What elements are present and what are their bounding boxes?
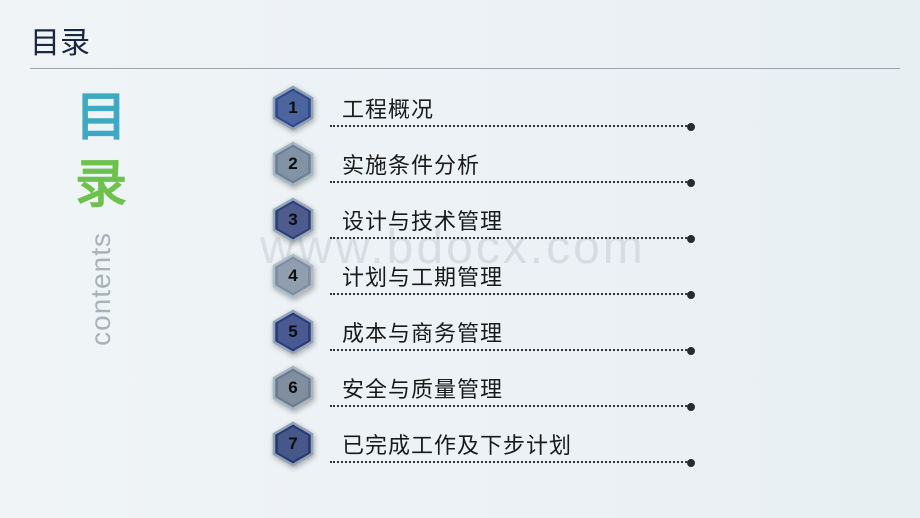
toc-item: 6 安全与质量管理 — [270, 360, 690, 416]
toc-item: 7 已完成工作及下步计划 — [270, 416, 690, 472]
toc-label: 实施条件分析 — [342, 148, 480, 180]
toc-number: 2 — [288, 154, 297, 174]
toc-item: 1 工程概况 — [270, 80, 690, 136]
toc-number: 3 — [288, 210, 297, 230]
header: 目录 — [0, 0, 920, 77]
toc-item: 5 成本与商务管理 — [270, 304, 690, 360]
toc-label: 安全与质量管理 — [342, 372, 503, 404]
dotted-leader — [330, 405, 690, 407]
hexagon-badge: 3 — [270, 197, 316, 243]
dot-end-icon — [687, 403, 695, 411]
dotted-leader — [330, 349, 690, 351]
dot-end-icon — [687, 123, 695, 131]
hexagon-badge: 5 — [270, 309, 316, 355]
hexagon-badge: 1 — [270, 85, 316, 131]
sidebar-char-mu: 目 — [75, 90, 127, 147]
dotted-leader — [330, 293, 690, 295]
toc-number: 6 — [288, 378, 297, 398]
toc-item: 4 计划与工期管理 — [270, 248, 690, 304]
dot-end-icon — [687, 235, 695, 243]
dotted-leader — [330, 461, 690, 463]
toc-label: 成本与商务管理 — [342, 316, 503, 348]
hexagon-badge: 4 — [270, 253, 316, 299]
dotted-leader — [330, 237, 690, 239]
toc-label: 计划与工期管理 — [342, 260, 503, 292]
toc-number: 7 — [288, 434, 297, 454]
sidebar-subtitle: contents — [85, 232, 117, 346]
toc-item: 2 实施条件分析 — [270, 136, 690, 192]
toc-label: 已完成工作及下步计划 — [342, 428, 572, 460]
dot-end-icon — [687, 291, 695, 299]
sidebar-char-lu: 录 — [75, 157, 127, 214]
toc-item: 3 设计与技术管理 — [270, 192, 690, 248]
hexagon-badge: 7 — [270, 421, 316, 467]
hexagon-badge: 2 — [270, 141, 316, 187]
dotted-leader — [330, 181, 690, 183]
page-title: 目录 — [30, 18, 890, 68]
toc-label: 设计与技术管理 — [342, 204, 503, 236]
toc-number: 4 — [288, 266, 297, 286]
dotted-leader — [330, 125, 690, 127]
hexagon-badge: 6 — [270, 365, 316, 411]
dot-end-icon — [687, 459, 695, 467]
toc-number: 1 — [288, 98, 297, 118]
toc-label: 工程概况 — [342, 92, 434, 124]
dot-end-icon — [687, 347, 695, 355]
toc-list: 1 工程概况 2 实施条件分析 3 设计与技术管理 4 计划与工期管理 5 成本与商务管理 6 安全与… — [270, 80, 690, 472]
toc-number: 5 — [288, 322, 297, 342]
header-divider — [30, 68, 900, 69]
sidebar-title-block: 目 录 contents — [75, 90, 127, 346]
dot-end-icon — [687, 179, 695, 187]
